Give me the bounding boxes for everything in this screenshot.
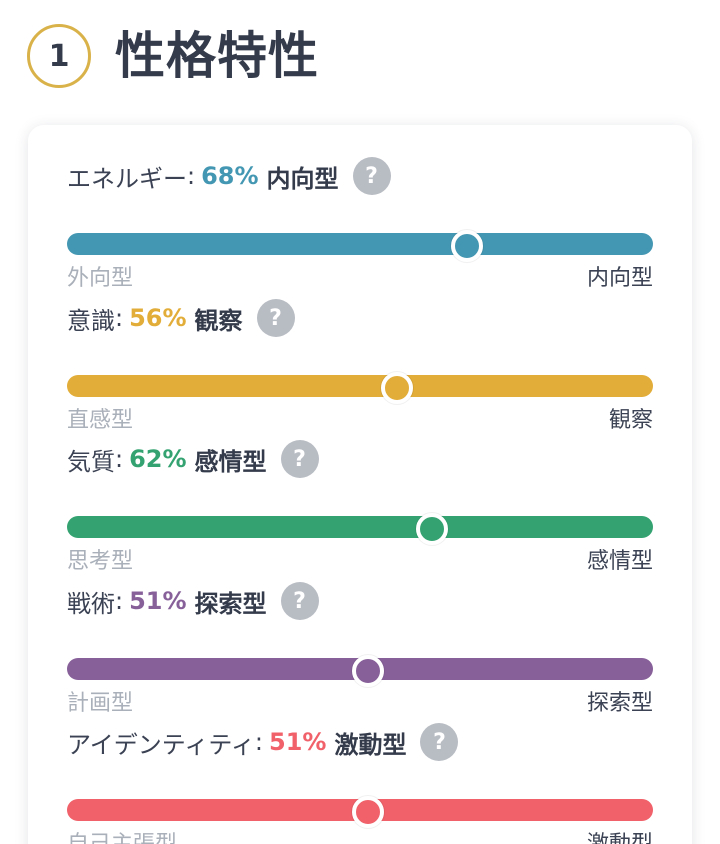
trait-left-label: 自己主張型 — [67, 831, 177, 844]
trait-bar — [67, 796, 653, 828]
trait-bar — [67, 230, 653, 262]
trait-colon: : — [254, 728, 264, 756]
trait-result: 感情型 — [194, 447, 267, 476]
trait-bar — [67, 655, 653, 687]
trait-right-label: 感情型 — [586, 549, 653, 574]
trait-colon: : — [115, 304, 124, 332]
trait-label-row: アイデンティティ : 51% 激動型 ? — [67, 721, 459, 763]
trait-name: 気質 — [67, 447, 115, 476]
trait-percent: 68% — [201, 162, 259, 190]
trait-right-label: 激動型 — [587, 831, 653, 844]
trait-bar-marker — [416, 513, 449, 545]
help-icon[interactable]: ? — [352, 157, 391, 195]
trait-label-row: 気質 : 62% 感情型 ? — [67, 438, 319, 480]
trait-identity: アイデンティティ : 51% 激動型 ? 自己主張型 激動型 — [67, 721, 653, 844]
trait-percent: 62% — [129, 445, 187, 473]
trait-label-row: エネルギー : 68% 内向型 ? — [67, 155, 391, 197]
trait-colon: : — [115, 587, 124, 615]
trait-percent: 51% — [269, 728, 327, 756]
trait-right-label: 探索型 — [586, 691, 653, 716]
trait-left-label: 直感型 — [67, 408, 134, 433]
trait-colon: : — [187, 162, 196, 190]
section-header: 1 性格特性 — [27, 22, 319, 90]
trait-left-label: 外向型 — [67, 266, 134, 291]
help-icon[interactable]: ? — [280, 582, 319, 620]
trait-bar-marker — [381, 372, 414, 404]
trait-bar-marker — [451, 230, 484, 262]
trait-percent: 51% — [129, 587, 187, 615]
trait-nature: 気質 : 62% 感情型 ? 思考型 感情型 — [67, 438, 653, 574]
trait-name: エネルギー — [67, 164, 187, 193]
trait-bar-marker — [351, 796, 384, 828]
trait-label-row: 戦術 : 51% 探索型 ? — [67, 580, 319, 622]
section-title: 性格特性 — [115, 27, 319, 85]
help-icon[interactable]: ? — [420, 723, 459, 761]
help-icon[interactable]: ? — [256, 299, 295, 337]
trait-right-label: 内向型 — [586, 266, 653, 291]
trait-energy: エネルギー : 68% 内向型 ? 外向型 内向型 — [67, 155, 653, 291]
personality-traits-card: エネルギー : 68% 内向型 ? 外向型 内向型 意識 : 56% 観察 ? … — [28, 125, 692, 844]
trait-right-label: 観察 — [608, 408, 653, 433]
trait-left-label: 計画型 — [67, 691, 134, 716]
trait-label-row: 意識 : 56% 観察 ? — [67, 297, 295, 339]
trait-result: 探索型 — [194, 589, 267, 618]
trait-name: 意識 — [67, 306, 115, 335]
trait-tactics: 戦術 : 51% 探索型 ? 計画型 探索型 — [67, 580, 653, 716]
trait-name: 戦術 — [67, 589, 115, 618]
trait-mind: 意識 : 56% 観察 ? 直感型 観察 — [67, 297, 653, 433]
trait-name: アイデンティティ — [67, 730, 255, 759]
trait-colon: : — [115, 445, 124, 473]
trait-result: 激動型 — [334, 730, 407, 759]
trait-bar — [67, 513, 653, 545]
trait-left-label: 思考型 — [67, 549, 134, 574]
trait-bar-marker — [351, 655, 384, 687]
trait-result: 内向型 — [266, 164, 339, 193]
trait-percent: 56% — [129, 304, 187, 332]
trait-result: 観察 — [194, 306, 243, 335]
step-number-badge: 1 — [27, 24, 91, 88]
trait-bar — [67, 372, 653, 404]
help-icon[interactable]: ? — [280, 440, 319, 478]
